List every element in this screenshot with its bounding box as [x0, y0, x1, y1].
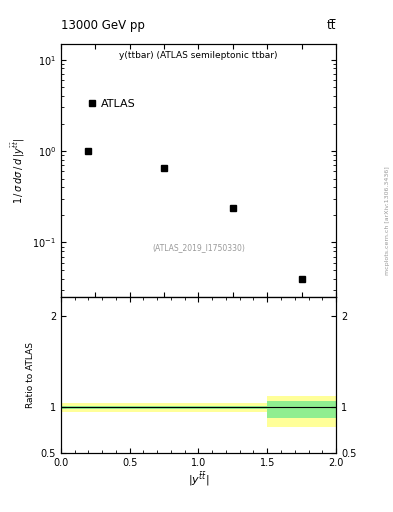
- Text: tt̅: tt̅: [327, 19, 336, 32]
- Text: (ATLAS_2019_I1750330): (ATLAS_2019_I1750330): [152, 243, 245, 252]
- Text: y(ttbar) (ATLAS semileptonic ttbar): y(ttbar) (ATLAS semileptonic ttbar): [119, 51, 278, 60]
- Y-axis label: Ratio to ATLAS: Ratio to ATLAS: [26, 343, 35, 408]
- Legend: ATLAS: ATLAS: [83, 95, 140, 114]
- Y-axis label: $1\,/\,\sigma\,d\sigma\,/\,d\,|y^{\bar{t}\bar{t}}|$: $1\,/\,\sigma\,d\sigma\,/\,d\,|y^{\bar{t…: [9, 137, 27, 204]
- Text: 13000 GeV pp: 13000 GeV pp: [61, 19, 145, 32]
- Text: mcplots.cern.ch [arXiv:1306.3436]: mcplots.cern.ch [arXiv:1306.3436]: [385, 166, 389, 274]
- X-axis label: $|y^{\bar{t}\bar{t}}|$: $|y^{\bar{t}\bar{t}}|$: [188, 471, 209, 488]
